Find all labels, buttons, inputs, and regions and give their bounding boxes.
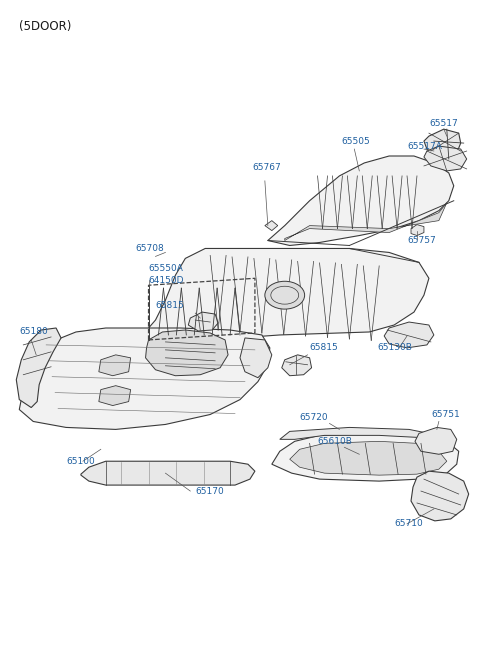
Text: 65180: 65180 — [19, 327, 48, 337]
Text: 65100: 65100 — [66, 457, 95, 466]
Polygon shape — [282, 355, 312, 376]
Polygon shape — [145, 330, 228, 376]
Text: 65720: 65720 — [300, 413, 328, 422]
Text: 65610B: 65610B — [318, 437, 352, 446]
Polygon shape — [280, 428, 447, 441]
Polygon shape — [240, 338, 272, 378]
Polygon shape — [99, 386, 131, 405]
Text: 65517A: 65517A — [407, 142, 442, 151]
Text: 65170: 65170 — [195, 487, 224, 495]
Text: 65751: 65751 — [431, 410, 460, 419]
Polygon shape — [285, 203, 447, 241]
Text: 65710: 65710 — [394, 520, 423, 528]
Polygon shape — [268, 156, 454, 245]
Polygon shape — [424, 146, 467, 171]
Polygon shape — [424, 129, 461, 159]
Polygon shape — [188, 312, 218, 331]
Polygon shape — [99, 355, 131, 376]
Polygon shape — [81, 461, 255, 485]
Polygon shape — [265, 220, 278, 230]
Ellipse shape — [265, 281, 305, 309]
Polygon shape — [19, 328, 270, 430]
Polygon shape — [411, 224, 424, 236]
Text: 65130B: 65130B — [377, 343, 412, 352]
Text: 65517: 65517 — [429, 119, 457, 128]
Text: 65757: 65757 — [407, 236, 436, 245]
Text: 65505: 65505 — [341, 136, 370, 146]
Text: 65815: 65815 — [156, 300, 184, 310]
Polygon shape — [384, 322, 434, 348]
Polygon shape — [290, 441, 447, 475]
Text: 65767: 65767 — [252, 163, 281, 173]
Polygon shape — [143, 249, 429, 342]
Text: 65550A: 65550A — [148, 264, 183, 273]
Ellipse shape — [271, 286, 299, 304]
Polygon shape — [272, 434, 459, 481]
Text: 64150D: 64150D — [148, 276, 184, 285]
Text: (5DOOR): (5DOOR) — [19, 20, 72, 33]
Polygon shape — [415, 428, 457, 454]
Text: 65815: 65815 — [310, 343, 338, 352]
Polygon shape — [16, 328, 61, 407]
Polygon shape — [411, 471, 468, 521]
Text: 65708: 65708 — [136, 244, 164, 253]
